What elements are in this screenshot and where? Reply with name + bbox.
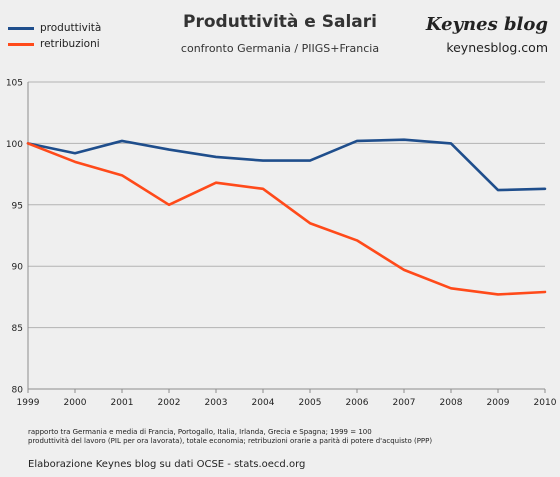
legend-item-productivity: produttività xyxy=(8,20,101,36)
y-tick-label: 95 xyxy=(12,201,23,211)
y-tick-label: 100 xyxy=(6,140,23,150)
x-tick-label: 2008 xyxy=(440,398,463,408)
x-tick-label: 2006 xyxy=(346,398,369,408)
legend-item-wages: retribuzioni xyxy=(8,36,101,52)
brand-logo: Keynes blog xyxy=(425,14,548,35)
x-tick-label: 2002 xyxy=(158,398,181,408)
x-tick-label: 2009 xyxy=(487,398,510,408)
chart-title: Produttività e Salari xyxy=(183,12,377,32)
legend-label-productivity: produttività xyxy=(40,22,102,34)
legend-label-wages: retribuzioni xyxy=(40,38,100,50)
note-line-2: produttività del lavoro (PIL per ora lav… xyxy=(28,437,433,445)
x-tick-label: 2000 xyxy=(64,398,87,408)
x-tick-label: 2001 xyxy=(111,398,134,408)
legend: produttività retribuzioni xyxy=(8,20,101,52)
x-tick-label: 2005 xyxy=(299,398,322,408)
y-tick-label: 85 xyxy=(12,324,23,334)
y-tick-label: 105 xyxy=(6,79,23,89)
y-tick-label: 80 xyxy=(12,386,24,396)
source-note: Elaborazione Keynes blog su dati OCSE - … xyxy=(28,459,306,470)
note-line-1: rapporto tra Germania e media di Francia… xyxy=(28,428,372,436)
x-tick-label: 1999 xyxy=(17,398,40,408)
legend-swatch-productivity xyxy=(8,26,34,30)
x-tick-label: 2004 xyxy=(252,398,275,408)
x-tick-label: 2007 xyxy=(393,398,416,408)
series-line-retribuzioni xyxy=(26,142,547,296)
brand-url: keynesblog.com xyxy=(446,40,548,55)
series-line-produttivita xyxy=(26,138,547,192)
y-tick-label: 90 xyxy=(12,263,24,273)
x-tick-label: 2003 xyxy=(205,398,228,408)
chart-subtitle: confronto Germania / PIIGS+Francia xyxy=(180,42,380,55)
x-tick-label: 2010 xyxy=(534,398,557,408)
legend-swatch-wages xyxy=(8,42,34,46)
chart-notes: rapporto tra Germania e media di Francia… xyxy=(28,428,432,446)
